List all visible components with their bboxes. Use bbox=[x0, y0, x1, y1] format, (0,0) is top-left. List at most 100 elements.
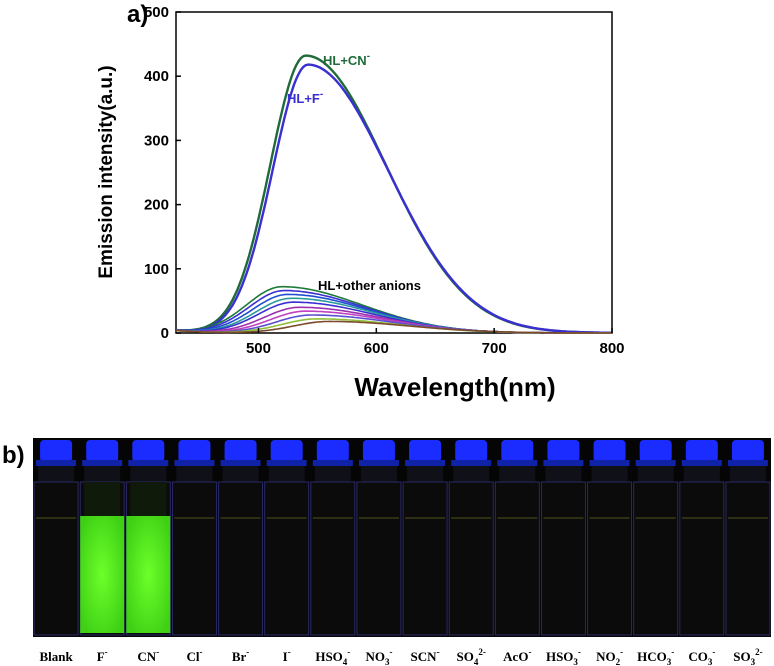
vial-cap bbox=[362, 440, 395, 462]
emission-chart: 500 600 700 800 0 100 200 300 400 500 HL+CN- HL+F- H… bbox=[144, 4, 625, 357]
vial-cap bbox=[639, 440, 672, 462]
vial-body bbox=[540, 481, 586, 636]
vial bbox=[79, 440, 125, 636]
vial bbox=[264, 440, 310, 636]
vial-label: SO32- bbox=[733, 647, 762, 666]
x-tick-label: 600 bbox=[364, 340, 389, 357]
vial-neck bbox=[176, 466, 213, 482]
vial-headspace bbox=[84, 482, 121, 516]
y-axis-title: Emission intensity(a.u.) bbox=[96, 65, 117, 278]
vial-body bbox=[33, 481, 79, 636]
vial-cap bbox=[593, 440, 626, 462]
vial-cap bbox=[224, 440, 257, 462]
vial bbox=[448, 440, 494, 636]
vial-body bbox=[356, 481, 402, 636]
vial bbox=[125, 440, 171, 636]
vial bbox=[587, 440, 633, 636]
vial-cap bbox=[409, 440, 442, 462]
series-line-other-10 bbox=[175, 320, 612, 334]
vial-cap-rim bbox=[174, 460, 215, 466]
vial-label: AcO- bbox=[503, 647, 531, 664]
x-tick-label: 500 bbox=[246, 340, 271, 357]
vial-cap-rim bbox=[36, 460, 77, 466]
vial-label: I- bbox=[283, 647, 291, 664]
vial-body bbox=[264, 481, 310, 636]
vial-neck bbox=[314, 466, 351, 482]
vial bbox=[171, 440, 217, 636]
vial-cap bbox=[501, 440, 534, 462]
vial-cap bbox=[132, 440, 165, 462]
vial-neck bbox=[545, 466, 582, 482]
vial-label: Blank bbox=[39, 649, 73, 664]
vial-neck bbox=[38, 466, 75, 482]
vial-label: NO2- bbox=[596, 647, 623, 666]
vial-neck bbox=[591, 466, 628, 482]
x-tick-label: 800 bbox=[599, 340, 624, 357]
vial-body bbox=[448, 481, 494, 636]
vial-body bbox=[494, 481, 540, 636]
vial-cap-rim bbox=[589, 460, 630, 466]
vial-cap bbox=[178, 440, 211, 462]
panel-a-label: a) bbox=[127, 1, 148, 28]
y-tick-label: 500 bbox=[144, 4, 169, 21]
vial-neck bbox=[222, 466, 259, 482]
vial-body bbox=[587, 481, 633, 636]
vial-label: F- bbox=[97, 647, 108, 664]
vial bbox=[356, 440, 402, 636]
panel-b-label: b) bbox=[2, 442, 25, 469]
y-tick-label: 0 bbox=[161, 325, 169, 342]
plot-frame bbox=[175, 11, 613, 334]
vial-label: Br- bbox=[232, 647, 249, 664]
vial-cap bbox=[86, 440, 119, 462]
vial-label: SO42- bbox=[457, 647, 486, 666]
vial-neck bbox=[130, 466, 167, 482]
vial-neck bbox=[407, 466, 444, 482]
vial-body bbox=[679, 481, 725, 636]
vial-cap-rim bbox=[220, 460, 261, 466]
annotation-hl-f: HL+F- bbox=[287, 89, 323, 106]
vial-cap bbox=[455, 440, 488, 462]
vial bbox=[725, 440, 771, 636]
vial-neck bbox=[453, 466, 490, 482]
y-tick-label: 200 bbox=[144, 197, 169, 214]
vial-body bbox=[725, 481, 771, 636]
series-line-HL+F- bbox=[175, 63, 612, 334]
vial-cap-rim bbox=[358, 460, 399, 466]
vial-neck bbox=[637, 466, 674, 482]
vial-label: Cl- bbox=[186, 647, 202, 664]
vial bbox=[494, 440, 540, 636]
vial-neck bbox=[84, 466, 121, 482]
x-axis-title: Wavelength(nm) bbox=[354, 372, 555, 402]
vial-cap-rim bbox=[635, 460, 676, 466]
vial-body bbox=[310, 481, 356, 636]
vial bbox=[310, 440, 356, 636]
vial-label: HSO4- bbox=[315, 647, 350, 666]
x-tick-label: 700 bbox=[482, 340, 507, 357]
vial-body bbox=[218, 481, 264, 636]
vial-cap-rim bbox=[451, 460, 492, 466]
vial-headspace bbox=[130, 482, 167, 516]
vial-fluorescence bbox=[80, 516, 125, 633]
vial-cap-rim bbox=[128, 460, 169, 466]
vial bbox=[402, 440, 448, 636]
vial-photo bbox=[33, 438, 771, 637]
vial-cap-rim bbox=[543, 460, 584, 466]
y-tick-label: 300 bbox=[144, 132, 169, 149]
vial-cap bbox=[270, 440, 303, 462]
vial-body bbox=[402, 481, 448, 636]
vial-cap-rim bbox=[405, 460, 446, 466]
annotation-hl-cn: HL+CN- bbox=[323, 51, 370, 68]
y-tick-label: 400 bbox=[144, 68, 169, 85]
vial-cap bbox=[731, 440, 764, 462]
vial bbox=[679, 440, 725, 636]
vial-cap-rim bbox=[266, 460, 307, 466]
vial-cap-rim bbox=[681, 460, 722, 466]
vial-cap bbox=[316, 440, 349, 462]
vial-cap bbox=[40, 440, 73, 462]
vial-labels: Blank F- CN- Cl- Br- I- HSO4- NO3- SCN- SO42- AcO-… bbox=[39, 647, 762, 666]
vial-cap bbox=[685, 440, 718, 462]
vial-neck bbox=[268, 466, 305, 482]
vial-label: HSO3- bbox=[546, 647, 581, 666]
vial bbox=[33, 440, 79, 636]
